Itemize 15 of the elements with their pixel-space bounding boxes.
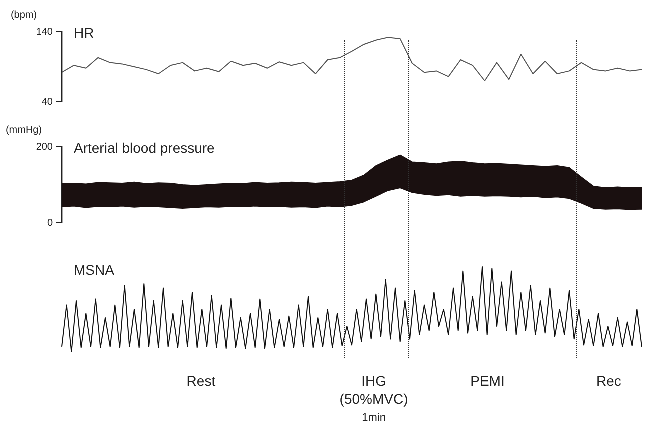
y-tick-label: 0 <box>47 218 54 229</box>
y-tick-label: 40 <box>42 96 54 108</box>
chart-title: Arterial blood pressure <box>74 140 216 156</box>
text: (50%MVC) <box>340 390 408 407</box>
y-tick-label: 200 <box>36 142 54 153</box>
text: PEMI <box>470 372 505 389</box>
text: Rec <box>596 372 622 389</box>
y-axis-title: (mmHg) <box>6 124 42 136</box>
chart-title: MSNA <box>74 262 116 278</box>
y-tick-label: 140 <box>36 26 54 38</box>
text: Rest <box>186 372 216 389</box>
text: IHG <box>362 372 386 389</box>
chart-title: HR <box>74 24 94 41</box>
y-axis-title: (bpm) <box>10 10 38 21</box>
text: 1min <box>362 412 386 424</box>
